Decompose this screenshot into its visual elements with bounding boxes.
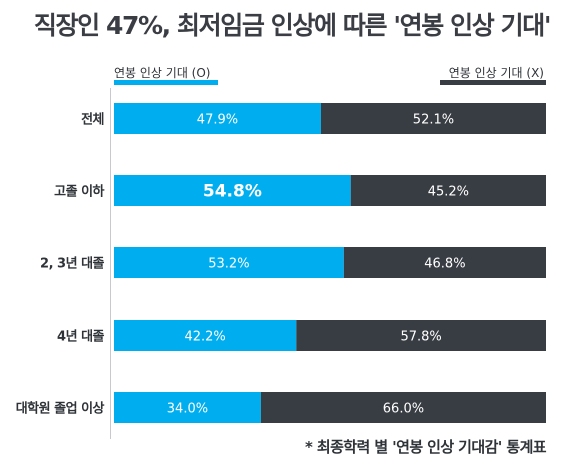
data-label: 46.8% — [424, 257, 465, 272]
category-label: 2, 3년 대졸 — [40, 257, 105, 272]
data-label: 53.2% — [208, 257, 249, 272]
data-label: 52.1% — [413, 113, 454, 128]
category-label: 대학원 졸업 이상 — [16, 401, 105, 417]
data-label: 57.8% — [400, 330, 441, 345]
bar-segment-not-expect — [320, 103, 546, 134]
legend-not-expect-swatch — [440, 80, 546, 85]
legend-not-expect-label: 연봉 인상 기대 (X) — [448, 66, 544, 80]
bar-segment-expect — [114, 392, 261, 423]
category-label: 4년 대졸 — [57, 330, 104, 345]
category-label: 고졸 이하 — [54, 184, 104, 200]
data-label: 47.9% — [197, 113, 238, 128]
legend-expect-swatch — [114, 80, 218, 85]
legend-expect-label: 연봉 인상 기대 (O) — [114, 66, 211, 80]
chart-title: 직장인 47%, 최저임금 인상에 따른 '연봉 인상 기대' — [33, 11, 552, 40]
bar-segment-not-expect — [343, 247, 546, 278]
bar-segment-not-expect — [350, 175, 546, 206]
category-label: 전체 — [81, 112, 104, 128]
data-label: 54.8% — [203, 182, 262, 202]
category-axis-line — [110, 88, 111, 439]
data-label: 66.0% — [383, 402, 424, 417]
bar-segment-expect — [114, 320, 297, 351]
data-label: 34.0% — [167, 402, 208, 417]
data-label: 42.2% — [184, 330, 225, 345]
bar-segment-not-expect — [260, 392, 546, 423]
data-label: 45.2% — [428, 185, 469, 200]
footnote: * 최종학력 별 '연봉 인상 기대감' 통계표 — [305, 438, 547, 456]
bar-segment-expect — [114, 103, 321, 134]
bar-segment-not-expect — [296, 320, 546, 351]
bar-segment-expect — [114, 175, 351, 206]
bar-segment-expect — [114, 247, 344, 278]
